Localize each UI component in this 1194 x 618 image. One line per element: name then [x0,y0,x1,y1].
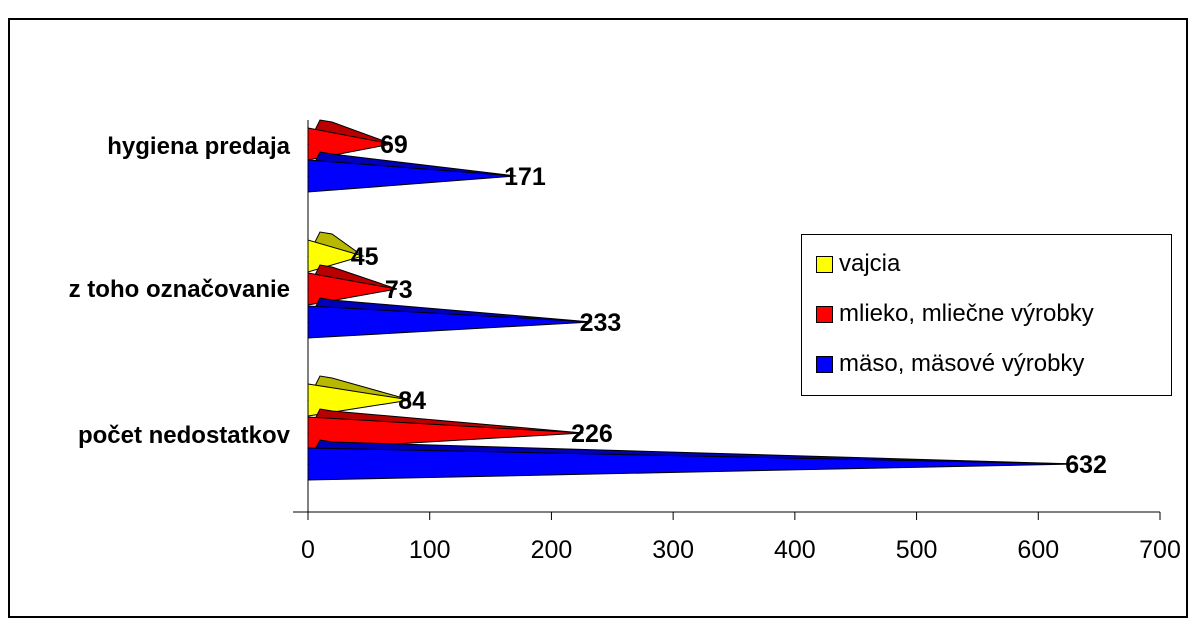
data-label: 632 [1065,451,1107,479]
x-tick-label: 400 [774,536,816,564]
legend-swatch [816,255,833,273]
legend-item: vajcia [816,249,900,279]
x-tick-label: 700 [1139,536,1181,564]
category-label: počet nedostatkov [78,422,291,449]
legend-swatch [816,355,833,373]
legend-item: mlieko, mliečne výrobky [816,299,1094,329]
x-tick-label: 600 [1017,536,1059,564]
category-label: z toho označovanie [69,276,290,303]
legend-item: mäso, mäsové výrobky [816,349,1084,379]
data-label: 73 [385,276,413,304]
data-label: 84 [398,387,426,415]
data-label: 45 [351,243,379,271]
legend-label: vajcia [839,250,901,277]
legend-label: mäso, mäsové výrobky [839,350,1085,377]
legend-label: mlieko, mliečne výrobky [839,300,1094,327]
x-tick-label: 500 [896,536,938,564]
data-label: 226 [571,420,613,448]
category-label: hygiena predaja [107,133,290,160]
data-label: 233 [580,309,622,337]
x-tick-label: 200 [531,536,573,564]
data-label: 69 [380,131,408,159]
x-tick-label: 300 [652,536,694,564]
legend-swatch [816,305,833,323]
data-label: 171 [504,163,546,191]
x-tick-label: 100 [409,536,451,564]
x-tick-label: 0 [301,536,315,564]
chart-legend: vajcia mlieko, mliečne výrobky mäso, mäsov… [801,234,1172,396]
